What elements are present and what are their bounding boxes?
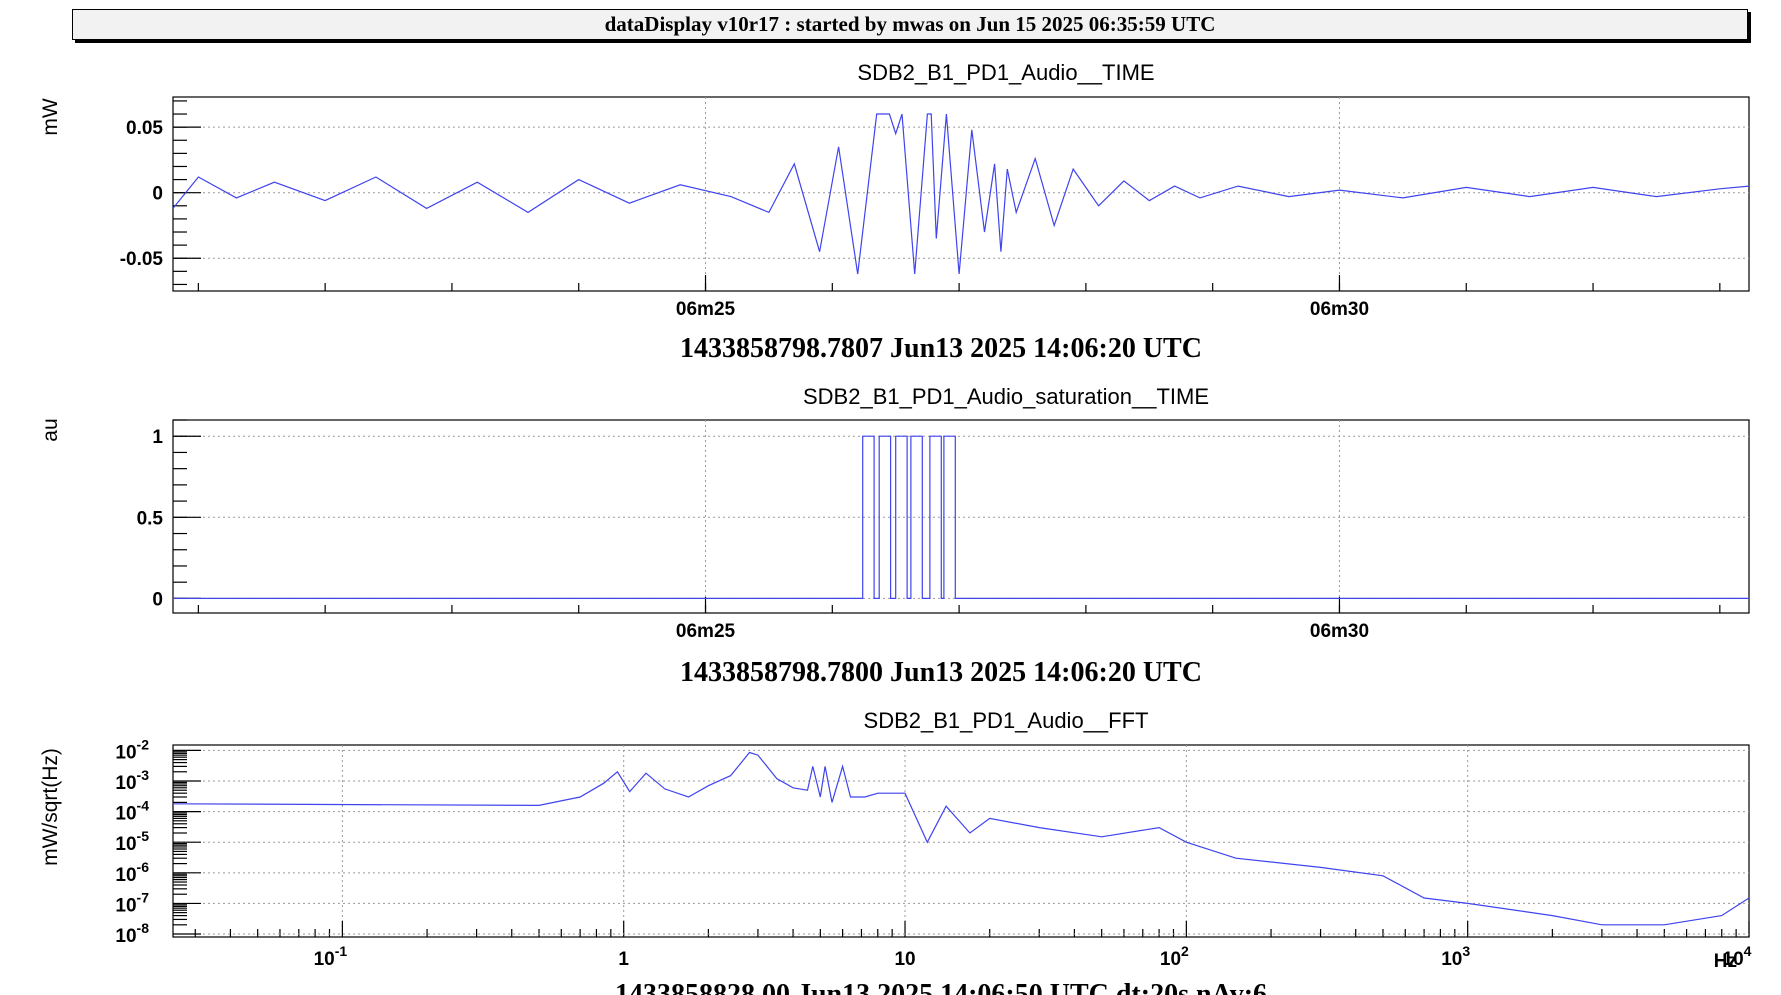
y-tick-label: 0	[152, 184, 163, 205]
x-tick-label: 06m30	[1310, 621, 1369, 642]
y-axis-label: mW/sqrt(Hz)	[39, 748, 62, 866]
x-tick-label: 06m25	[676, 621, 736, 642]
plot-frame	[172, 744, 1750, 938]
app-banner: dataDisplay v10r17 : started by mwas on …	[72, 9, 1748, 40]
chart-footer: 1433858798.7807 Jun13 2025 14:06:20 UTC	[680, 333, 1202, 364]
y-axis-label: au	[39, 418, 62, 441]
chart-title: SDB2_B1_PD1_Audio__TIME	[857, 60, 1154, 85]
x-tick-label: 103	[1441, 943, 1470, 970]
data-series-line	[172, 751, 1750, 926]
x-tick-label: 10	[894, 949, 915, 970]
y-tick-label: 0.05	[126, 118, 163, 139]
x-tick-label: 10-1	[314, 943, 348, 970]
y-tick-label: 10-4	[115, 798, 149, 825]
plot-frame	[172, 419, 1750, 614]
x-tick-label: 06m30	[1310, 299, 1369, 320]
y-tick-label: 0	[152, 589, 163, 610]
y-tick-label: 0.5	[137, 508, 164, 529]
chart-title: SDB2_B1_PD1_Audio_saturation__TIME	[803, 384, 1209, 409]
data-series-line	[172, 113, 1750, 275]
x-tick-label: 104	[1723, 943, 1752, 970]
y-tick-label: 10-7	[115, 889, 149, 916]
chart-title: SDB2_B1_PD1_Audio__FFT	[864, 708, 1149, 733]
y-tick-label: 10-2	[115, 736, 149, 763]
y-axis-label: mW	[39, 98, 62, 135]
y-tick-label: 10-5	[115, 828, 149, 855]
x-axis-label: Hz	[1714, 951, 1737, 972]
x-tick-label: 102	[1160, 943, 1189, 970]
y-tick-label: 1	[152, 427, 163, 448]
chart-panel-2: SDB2_B1_PD1_Audio_saturation__TIME 06m25 0…	[39, 384, 1750, 688]
y-tick-label: 10-6	[115, 859, 149, 886]
chart-footer: 1433858828.00 Jun13 2025 14:06:50 UTC dt…	[615, 979, 1267, 995]
data-series-line	[173, 435, 1749, 600]
y-tick-label: 10-8	[115, 920, 149, 947]
x-tick-label: 1	[618, 949, 629, 970]
x-tick-label: 06m25	[676, 299, 736, 320]
chart-footer: 1433858798.7800 Jun13 2025 14:06:20 UTC	[680, 657, 1202, 688]
chart-panel-1: SDB2_B1_PD1_Audio__TIME 06m25 06m30 0.05 0 -0…	[39, 60, 1750, 364]
chart-panel-3: SDB2_B1_PD1_Audio__FFT 10-1 1 10 102 103 104 10…	[39, 708, 1752, 995]
y-tick-label: 10-3	[115, 767, 149, 794]
y-tick-label: -0.05	[120, 249, 164, 270]
